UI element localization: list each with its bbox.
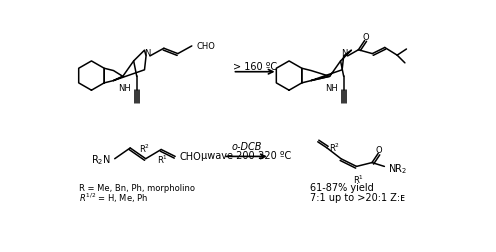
Text: R$^2$: R$^2$	[138, 142, 150, 154]
Text: O: O	[375, 145, 382, 154]
Text: $R^{1/2}$ = H, Me, Ph: $R^{1/2}$ = H, Me, Ph	[79, 191, 148, 204]
Text: μwave 200-220 ºC: μwave 200-220 ºC	[201, 150, 292, 160]
Text: o-DCB: o-DCB	[231, 142, 262, 152]
Text: > 160 ºC: > 160 ºC	[233, 62, 277, 72]
Text: 61-87% yield: 61-87% yield	[310, 182, 374, 193]
Text: N: N	[341, 48, 348, 57]
Text: O: O	[362, 33, 369, 42]
Text: R$^2$: R$^2$	[329, 141, 340, 153]
Text: CHO: CHO	[180, 151, 201, 161]
Text: NH: NH	[118, 83, 131, 92]
Text: R$^1$: R$^1$	[353, 173, 364, 185]
Text: NH: NH	[325, 83, 338, 92]
Text: NR$_2$: NR$_2$	[387, 162, 407, 175]
Text: R$_2$N: R$_2$N	[91, 152, 111, 166]
Text: R$^1$: R$^1$	[157, 153, 168, 165]
Text: 7:1 up to >20:1 Z:ᴇ: 7:1 up to >20:1 Z:ᴇ	[310, 193, 405, 202]
Text: R = Me, Bn, Ph, morpholino: R = Me, Bn, Ph, morpholino	[79, 183, 195, 192]
Text: N: N	[144, 48, 150, 57]
Text: CHO: CHO	[196, 42, 215, 50]
